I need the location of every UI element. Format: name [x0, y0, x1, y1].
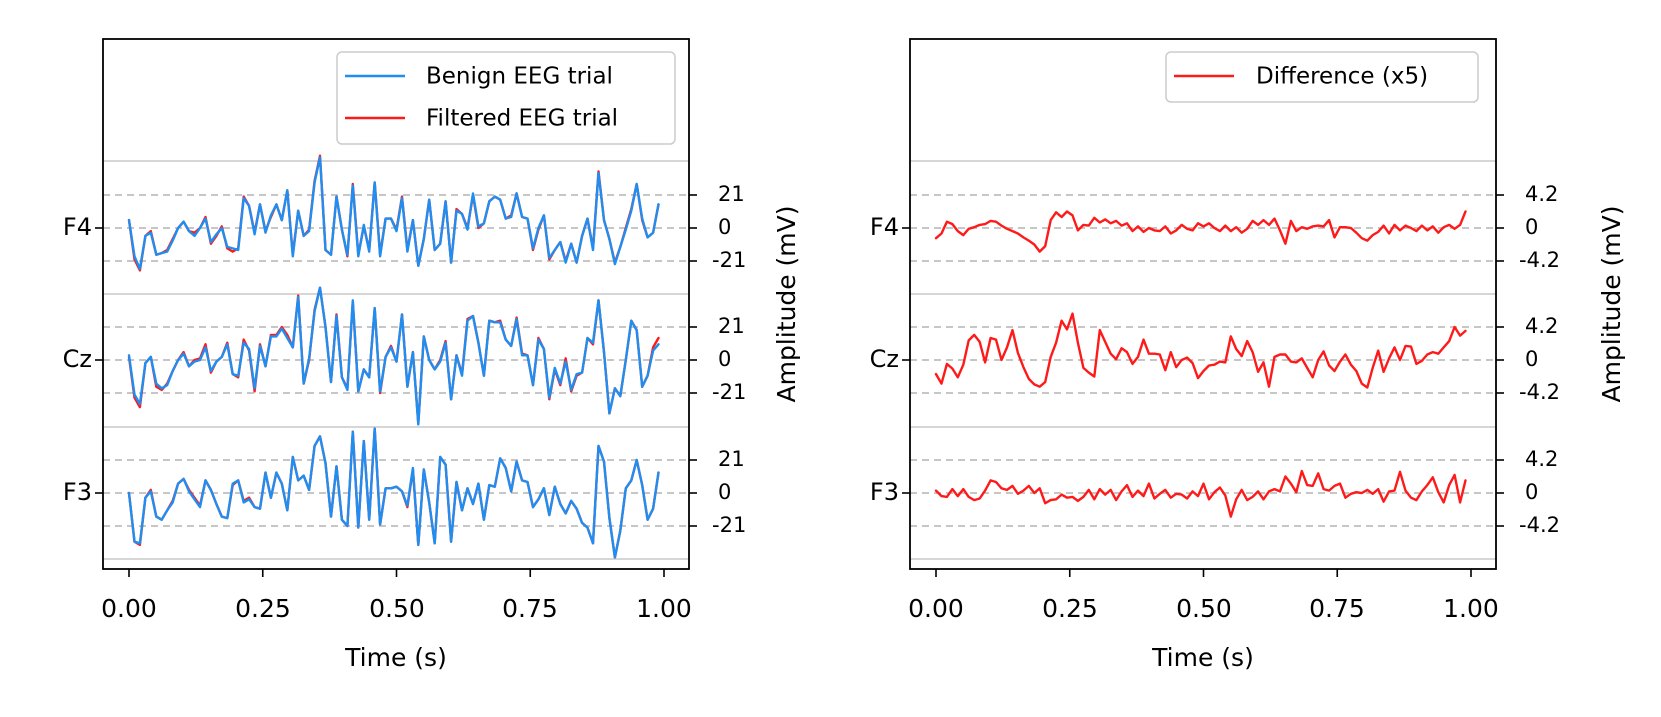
- right-right-tick-labels: 4.2 0 -4.2 4.2 0 -4.2 4.2 0 -4.2: [1519, 182, 1560, 537]
- left-x-axis-label: Time (s): [344, 643, 447, 672]
- left-legend: Benign EEG trial Filtered EEG trial: [336, 51, 676, 145]
- left-xtick-2: 0.50: [369, 594, 425, 623]
- right-series-difference-x5-f4: [934, 210, 1467, 253]
- right-tick-f4-neg: -4.2: [1519, 248, 1560, 272]
- right-xtick-3: 0.75: [1309, 594, 1365, 623]
- right-x-axis-label: Time (s): [1151, 643, 1254, 672]
- left-tick-f3-zero: 0: [718, 480, 731, 504]
- right-channel-label-cz: Cz: [870, 345, 899, 373]
- right-tick-cz-zero: 0: [1525, 347, 1538, 371]
- left-axes: [95, 194, 697, 577]
- right-tick-f4-pos: 4.2: [1525, 182, 1558, 206]
- right-xtick-2: 0.50: [1176, 594, 1232, 623]
- left-tick-f3-pos: 21: [718, 447, 745, 471]
- right-grid: [910, 160, 1496, 560]
- left-series-benign-eeg-trial-cz: [127, 286, 660, 426]
- right-legend-difference-label: Difference (x5): [1256, 64, 1428, 90]
- left-tick-f4-zero: 0: [718, 215, 731, 239]
- left-y-axis-label: Amplitude (mV): [772, 205, 801, 402]
- left-panel: F4 Cz F3 21 0 -21 21 0 -21 21 0 -21 0.00…: [63, 38, 801, 672]
- right-channel-labels: F4 Cz F3: [870, 213, 899, 506]
- right-lines: [934, 210, 1467, 518]
- left-x-tick-labels: 0.00 0.25 0.50 0.75 1.00: [101, 594, 692, 623]
- right-legend-box: [1165, 51, 1479, 103]
- left-tick-f4-pos: 21: [718, 182, 745, 206]
- right-panel: F4 Cz F3 4.2 0 -4.2 4.2 0 -4.2 4.2 0 -4.…: [870, 38, 1626, 672]
- right-series-difference-x5-f3: [934, 469, 1467, 518]
- right-tick-f3-neg: -4.2: [1519, 513, 1560, 537]
- left-series-benign-eeg-trial-f4: [127, 156, 660, 271]
- right-channel-label-f4: F4: [870, 213, 899, 241]
- left-channel-label-f4: F4: [63, 213, 92, 241]
- left-tick-cz-zero: 0: [718, 347, 731, 371]
- left-lines: [127, 154, 660, 559]
- left-tick-f4-neg: -21: [712, 248, 746, 272]
- right-tick-f3-pos: 4.2: [1525, 447, 1558, 471]
- right-tick-cz-pos: 4.2: [1525, 314, 1558, 338]
- left-channel-label-cz: Cz: [63, 345, 92, 373]
- left-channel-label-f3: F3: [63, 478, 92, 506]
- right-channel-label-f3: F3: [870, 478, 899, 506]
- left-legend-benign-label: Benign EEG trial: [426, 64, 613, 90]
- right-axes: [902, 194, 1504, 577]
- right-legend: Difference (x5): [1165, 51, 1479, 103]
- left-xtick-3: 0.75: [502, 594, 558, 623]
- left-right-tick-labels: 21 0 -21 21 0 -21 21 0 -21: [712, 182, 746, 537]
- left-tick-f3-neg: -21: [712, 513, 746, 537]
- left-tick-cz-neg: -21: [712, 380, 746, 404]
- right-series-difference-x5-cz: [934, 312, 1467, 389]
- left-legend-box: [336, 51, 676, 145]
- right-tick-cz-neg: -4.2: [1519, 380, 1560, 404]
- right-y-axis-label: Amplitude (mV): [1597, 205, 1626, 402]
- right-xtick-0: 0.00: [908, 594, 964, 623]
- left-legend-filtered-label: Filtered EEG trial: [426, 106, 618, 132]
- left-xtick-1: 0.25: [235, 594, 291, 623]
- left-xtick-0: 0.00: [101, 594, 157, 623]
- right-xtick-1: 0.25: [1042, 594, 1098, 623]
- left-xtick-4: 1.00: [636, 594, 692, 623]
- right-xtick-4: 1.00: [1443, 594, 1499, 623]
- left-series-benign-eeg-trial-f3: [127, 427, 660, 559]
- left-channel-labels: F4 Cz F3: [63, 213, 92, 506]
- right-x-tick-labels: 0.00 0.25 0.50 0.75 1.00: [908, 594, 1499, 623]
- left-tick-cz-pos: 21: [718, 314, 745, 338]
- right-tick-f4-zero: 0: [1525, 215, 1538, 239]
- right-tick-f3-zero: 0: [1525, 480, 1538, 504]
